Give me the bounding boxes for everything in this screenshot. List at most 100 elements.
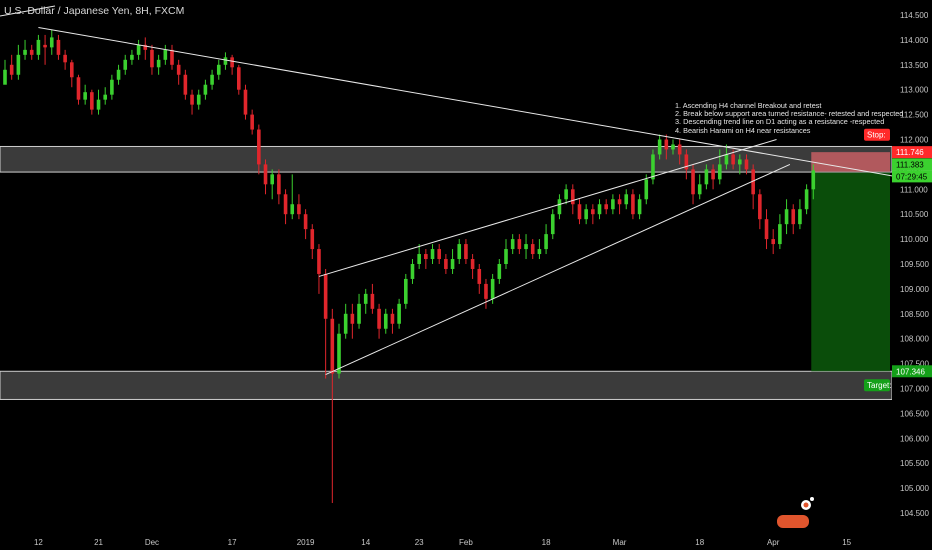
candle [584,204,588,225]
candle-body [196,94,201,105]
candle [83,84,87,105]
candle-body [257,129,261,165]
candle [283,189,288,225]
candle [631,189,635,220]
candle [430,244,435,264]
candle [664,134,669,160]
candle [130,49,134,65]
candle [290,174,295,220]
candle [103,87,107,105]
candle-body [56,39,61,55]
x-tick-label: 12 [34,538,43,547]
candle-body [243,89,248,115]
candle-body [751,169,755,195]
candle-body [96,99,101,110]
candle-body [250,114,254,130]
candle-body [110,79,114,95]
candle [323,268,328,379]
candle-body [791,209,796,225]
candle [270,169,274,200]
candle [63,49,67,70]
candle [697,174,702,200]
candle-body [611,199,615,210]
candle-body [183,74,188,95]
candle-body [143,44,148,50]
candle-body [651,154,655,180]
y-tick-label: 104.500 [900,509,929,518]
candle [297,194,301,220]
x-tick-label: 15 [842,538,851,547]
candle-body [804,189,809,210]
current-price-tag-text: 111.383 [896,160,924,169]
candle [343,303,348,339]
candle [644,174,649,205]
candle-body [83,92,87,100]
candle [143,37,148,60]
candle [477,264,482,294]
zone-support [0,370,893,400]
target-label-text: Target: [867,381,891,390]
candle [190,89,194,115]
candle [517,234,522,255]
candle-body [677,144,682,155]
candle [524,234,528,260]
candle-body [497,264,502,279]
candle [671,139,675,155]
countdown-tag: 07:29:45 [892,170,932,183]
candle [778,214,782,250]
candle [450,249,455,274]
y-tick-label: 111.000 [900,185,928,194]
candle-body [297,204,301,215]
candle [804,184,809,215]
countdown-tag-text: 07:29:45 [896,172,928,181]
candle-body [430,249,435,260]
candle-body [424,254,428,260]
candle [751,164,755,210]
candle-body [150,49,154,68]
channel-lower-line [325,163,791,376]
candle [3,59,7,85]
candle [711,164,715,190]
candle-body [571,189,575,205]
x-tick-label: Mar [613,538,627,547]
candle [744,154,749,175]
candle [530,239,535,260]
candle [811,164,816,200]
candle-body [550,214,555,235]
y-tick-label: 106.500 [900,409,929,418]
candle [370,283,375,314]
candle [43,34,47,65]
candle [170,44,174,70]
candle-body [631,194,635,215]
candle [470,254,475,279]
candle-body [410,264,415,279]
x-tick-label: 21 [94,538,103,547]
candle [571,184,575,215]
candle-body [504,249,508,264]
candle [9,54,14,80]
candle-body [517,239,522,250]
candle [250,109,254,135]
candle-body [363,293,368,304]
price-axis-bg [892,0,932,550]
target-zone [811,172,890,372]
x-tick-label: Apr [767,538,780,547]
top-trendline-fragment [0,5,56,17]
y-tick-label: 112.500 [900,111,929,120]
candle-body [317,249,321,274]
logo-bubble-dot [803,502,809,508]
candle-body [537,249,542,255]
stop-label-text: Stop: [867,131,886,140]
candle-body [417,254,421,264]
candle [350,303,355,339]
stop-price-tag-text: 111.746 [896,148,924,157]
candle-body [170,49,174,65]
candle [176,59,181,85]
candle [444,254,448,274]
candle [223,52,228,70]
candle-body [230,57,234,68]
candle-body [216,64,221,75]
candle-body [390,313,395,324]
candle-body [657,139,662,155]
